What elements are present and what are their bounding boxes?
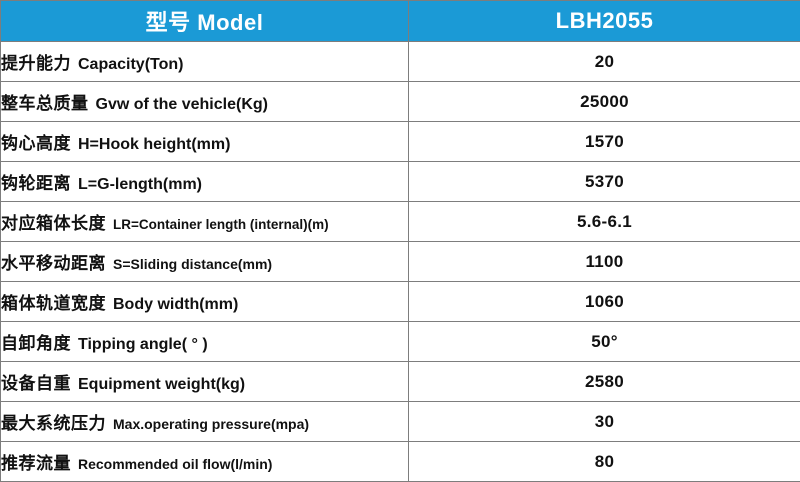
spec-label-en: Tipping angle( ° ) bbox=[78, 336, 208, 353]
spec-value-cell: 30 bbox=[409, 402, 800, 442]
spec-value-cell: 1060 bbox=[409, 282, 800, 322]
header-model-en: Model bbox=[197, 10, 263, 35]
table-row: 最大系统压力 Max.operating pressure(mpa) 30 bbox=[1, 402, 800, 442]
spec-label-cell: 钩轮距离 L=G-length(mm) bbox=[1, 162, 409, 202]
spec-value-cell: 50° bbox=[409, 322, 800, 362]
table-row: 水平移动距离 S=Sliding distance(mm) 1100 bbox=[1, 242, 800, 282]
table-header: 型号 Model LBH2055 bbox=[1, 1, 800, 42]
header-row: 型号 Model LBH2055 bbox=[1, 1, 800, 42]
spec-label-cell: 钩心高度 H=Hook height(mm) bbox=[1, 122, 409, 162]
spec-label-cn: 箱体轨道宽度 bbox=[1, 294, 106, 313]
table-row: 钩轮距离 L=G-length(mm) 5370 bbox=[1, 162, 800, 202]
spec-label-en: Recommended oil flow(l/min) bbox=[78, 456, 272, 472]
spec-label-cn: 钩轮距离 bbox=[1, 174, 71, 193]
spec-label-en: Equipment weight(kg) bbox=[78, 376, 245, 393]
spec-value-cell: 5.6-6.1 bbox=[409, 202, 800, 242]
spec-label-cn: 最大系统压力 bbox=[1, 414, 106, 433]
spec-label-cell: 箱体轨道宽度 Body width(mm) bbox=[1, 282, 409, 322]
spec-label-en: L=G-length(mm) bbox=[78, 176, 202, 193]
spec-label-cell: 最大系统压力 Max.operating pressure(mpa) bbox=[1, 402, 409, 442]
spec-label-cn: 推荐流量 bbox=[1, 454, 71, 473]
spec-value-cell: 1570 bbox=[409, 122, 800, 162]
table-row: 提升能力 Capacity(Ton) 20 bbox=[1, 42, 800, 82]
table-row: 对应箱体长度 LR=Container length (internal)(m) 5… bbox=[1, 202, 800, 242]
header-cell-model-value: LBH2055 bbox=[409, 1, 800, 42]
spec-label-en: Capacity(Ton) bbox=[78, 56, 183, 73]
spec-value-cell: 1100 bbox=[409, 242, 800, 282]
table-row: 整车总质量 Gvw of the vehicle(Kg) 25000 bbox=[1, 82, 800, 122]
spec-label-cell: 水平移动距离 S=Sliding distance(mm) bbox=[1, 242, 409, 282]
table-row: 设备自重 Equipment weight(kg) 2580 bbox=[1, 362, 800, 402]
header-cell-model: 型号 Model bbox=[1, 1, 409, 42]
table-row: 钩心高度 H=Hook height(mm) 1570 bbox=[1, 122, 800, 162]
spec-label-cell: 推荐流量 Recommended oil flow(l/min) bbox=[1, 442, 409, 482]
spec-label-cell: 提升能力 Capacity(Ton) bbox=[1, 42, 409, 82]
spec-label-cn: 对应箱体长度 bbox=[1, 214, 106, 233]
table-row: 箱体轨道宽度 Body width(mm) 1060 bbox=[1, 282, 800, 322]
spec-label-cell: 对应箱体长度 LR=Container length (internal)(m) bbox=[1, 202, 409, 242]
spec-label-cn: 水平移动距离 bbox=[1, 254, 106, 273]
spec-label-cell: 自卸角度 Tipping angle( ° ) bbox=[1, 322, 409, 362]
spec-label-en: Max.operating pressure(mpa) bbox=[113, 416, 309, 432]
table-body: 提升能力 Capacity(Ton) 20 整车总质量 Gvw of the vehic… bbox=[1, 42, 800, 482]
spec-label-cn: 提升能力 bbox=[1, 54, 71, 73]
spec-label-cn: 整车总质量 bbox=[1, 94, 89, 113]
header-model-cn: 型号 bbox=[146, 10, 191, 35]
table-row: 推荐流量 Recommended oil flow(l/min) 80 bbox=[1, 442, 800, 482]
spec-label-en: Gvw of the vehicle(Kg) bbox=[96, 96, 268, 113]
spec-value-cell: 25000 bbox=[409, 82, 800, 122]
spec-value-cell: 80 bbox=[409, 442, 800, 482]
spec-label-cn: 自卸角度 bbox=[1, 334, 71, 353]
table-row: 自卸角度 Tipping angle( ° ) 50° bbox=[1, 322, 800, 362]
spec-label-cell: 设备自重 Equipment weight(kg) bbox=[1, 362, 409, 402]
spec-label-cn: 设备自重 bbox=[1, 374, 71, 393]
spec-label-en: S=Sliding distance(mm) bbox=[113, 256, 272, 272]
spec-label-cell: 整车总质量 Gvw of the vehicle(Kg) bbox=[1, 82, 409, 122]
spec-label-cn: 钩心高度 bbox=[1, 134, 71, 153]
spec-label-en: Body width(mm) bbox=[113, 296, 238, 313]
spec-value-cell: 5370 bbox=[409, 162, 800, 202]
spec-value-cell: 2580 bbox=[409, 362, 800, 402]
spec-label-en: H=Hook height(mm) bbox=[78, 136, 230, 153]
spec-value-cell: 20 bbox=[409, 42, 800, 82]
spec-label-en: LR=Container length (internal)(m) bbox=[113, 217, 329, 232]
